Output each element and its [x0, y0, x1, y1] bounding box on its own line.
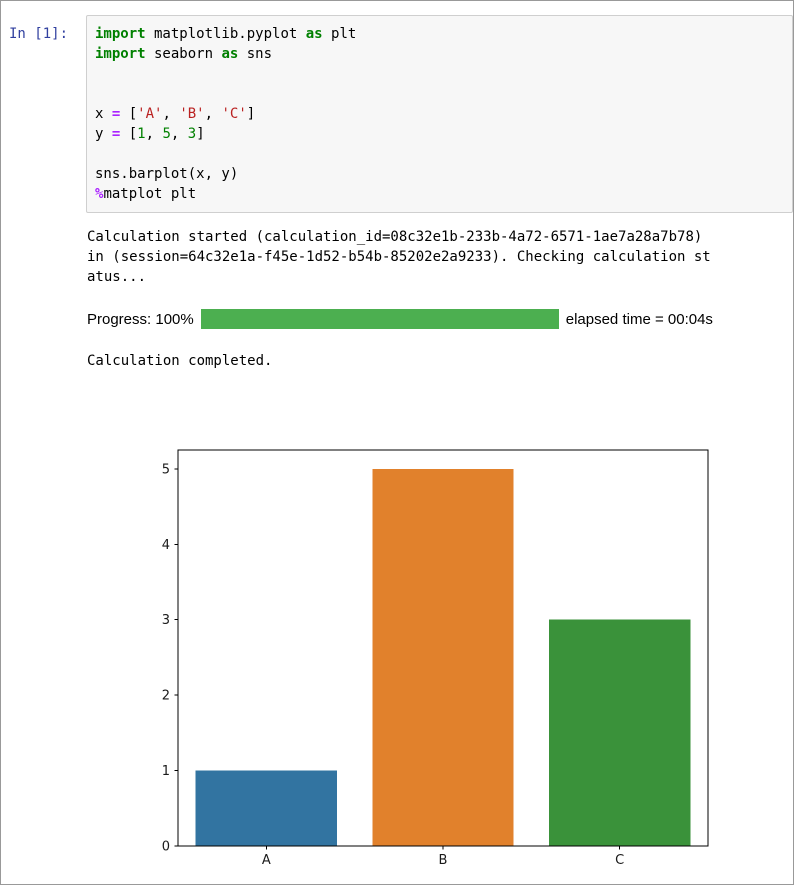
code-token-kw: import [95, 26, 146, 42]
code-token-plain: [ [120, 106, 138, 122]
code-token-plain: , [204, 106, 222, 122]
code-token-plain: ] [196, 126, 205, 142]
code-token-plain: matplot plt [103, 186, 197, 202]
code-line: import matplotlib.pyplot as plt [95, 24, 784, 44]
code-token-plain: sns [238, 46, 273, 62]
y-tick-label: 1 [162, 764, 170, 779]
code-token-num: 1 [137, 126, 146, 142]
stream-output: Calculation started (calculation_id=08c3… [87, 229, 711, 285]
progress-label: Progress: 100% [87, 310, 194, 328]
progress-bar [200, 309, 559, 329]
code-line: import seaborn as sns [95, 44, 784, 64]
elapsed-time-label: elapsed time = 00:04s [565, 310, 713, 328]
code-token-num: 5 [162, 126, 171, 142]
code-token-plain: y [95, 126, 112, 142]
code-line: %matplot plt [95, 184, 784, 204]
code-line [95, 144, 784, 164]
code-line: sns.barplot(x, y) [95, 164, 784, 184]
code-line [95, 64, 784, 84]
bar-chart-figure: 0 1 2 3 4 5 A B C [132, 435, 793, 880]
y-tick-label: 4 [162, 538, 170, 553]
bar-C [549, 619, 691, 846]
code-token-str: 'A' [137, 106, 163, 122]
y-tick-label: 2 [162, 689, 170, 704]
code-token-kw: as [305, 26, 323, 42]
code-token-str: 'B' [179, 106, 205, 122]
code-token-plain: , [162, 106, 180, 122]
cell-output: Calculation started (calculation_id=08c3… [1, 227, 793, 880]
progress-bar-fill [200, 309, 559, 329]
code-token-kw: as [221, 46, 239, 62]
code-token-str: 'C' [221, 106, 247, 122]
code-token-plain: plt [322, 26, 357, 42]
code-token-plain: , [145, 126, 163, 142]
code-token-num: 3 [187, 126, 197, 142]
bar-A [195, 770, 337, 846]
code-token-plain: , [170, 126, 188, 142]
x-tick-label: C [615, 853, 624, 868]
code-token-op: = [111, 106, 121, 122]
bar-B [372, 468, 514, 846]
code-token-plain: sns.barplot(x, y) [95, 166, 239, 182]
code-token-plain: matplotlib.pyplot [145, 26, 306, 42]
code-token-plain: ] [246, 106, 256, 122]
y-tick-label: 5 [162, 462, 170, 477]
code-token-op: = [111, 126, 121, 142]
code-token-plain: seaborn [145, 46, 222, 62]
code-token-plain: x [95, 106, 112, 122]
code-token-op: % [95, 186, 104, 202]
x-tick-label: A [262, 853, 271, 868]
x-tick-label: B [439, 853, 448, 868]
code-token-plain: [ [120, 126, 138, 142]
code-cell: In [1]: import matplotlib.pyplot as plt i… [1, 1, 793, 213]
code-editor[interactable]: import matplotlib.pyplot as plt import se… [86, 15, 793, 213]
code-line: x = ['A', 'B', 'C'] [95, 104, 784, 124]
code-token-kw: import [95, 46, 146, 62]
input-prompt: In [1]: [9, 26, 69, 42]
code-line: y = [1, 5, 3] [95, 124, 784, 144]
completed-message: Calculation completed. [87, 353, 273, 369]
bar-chart: 0 1 2 3 4 5 A B C [162, 449, 709, 868]
y-tick-label: 0 [162, 840, 170, 855]
code-line [95, 84, 784, 104]
y-tick-label: 3 [162, 613, 170, 628]
progress-widget: Progress: 100% elapsed time = 00:04s [87, 309, 793, 329]
